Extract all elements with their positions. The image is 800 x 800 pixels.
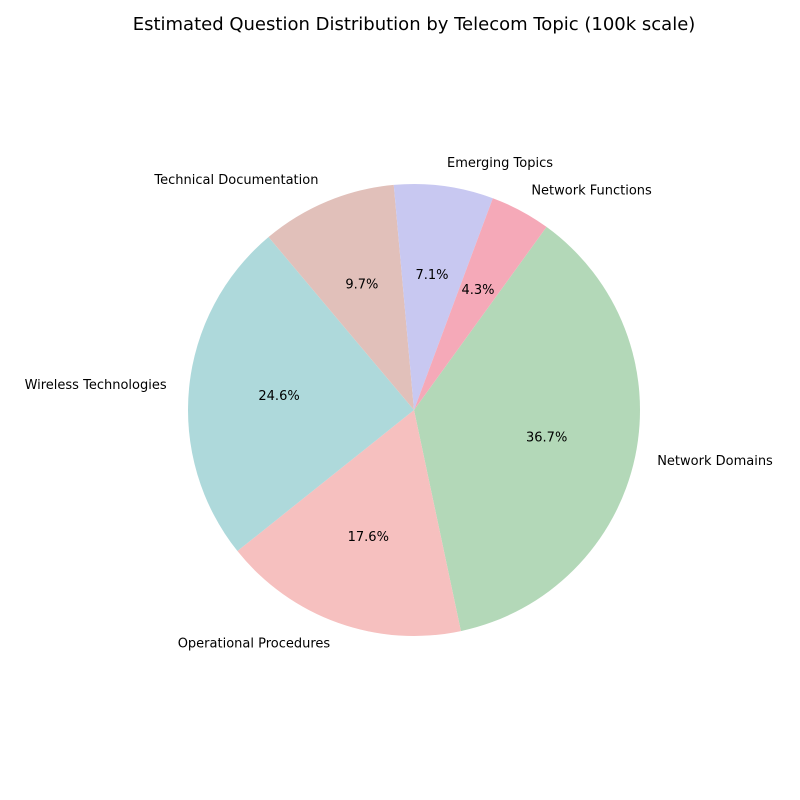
pct-label-wireless-technologies: 24.6%	[258, 389, 299, 404]
slice-label-network-domains: Network Domains	[657, 454, 773, 469]
pie-slice-operational-procedures	[237, 410, 461, 637]
pie-slice-technical-documentation	[268, 184, 414, 410]
pie-slice-network-domains	[414, 226, 641, 632]
pct-label-emerging-topics: 7.1%	[416, 268, 449, 283]
slice-label-wireless-technologies: Wireless Technologies	[25, 378, 167, 393]
slice-label-operational-procedures: Operational Procedures	[178, 637, 331, 652]
pct-label-operational-procedures: 17.6%	[348, 530, 389, 545]
slice-label-technical-documentation: Technical Documentation	[153, 173, 318, 188]
pct-label-network-domains: 36.7%	[526, 431, 567, 446]
slice-label-emerging-topics: Emerging Topics	[447, 156, 553, 171]
pie-labels: 36.7% Network Domains 17.6% Operational Pro…	[25, 156, 773, 651]
pie-slice-wireless-technologies	[188, 237, 414, 552]
pie-slice-network-functions	[414, 198, 547, 410]
chart-title: Estimated Question Distribution by Telec…	[133, 14, 696, 35]
pct-label-network-functions: 4.3%	[461, 283, 494, 298]
pie-slice-emerging-topics	[393, 184, 493, 410]
slice-label-network-functions: Network Functions	[531, 183, 652, 198]
pct-label-technical-documentation: 9.7%	[345, 277, 378, 292]
pie-slices	[188, 184, 641, 637]
